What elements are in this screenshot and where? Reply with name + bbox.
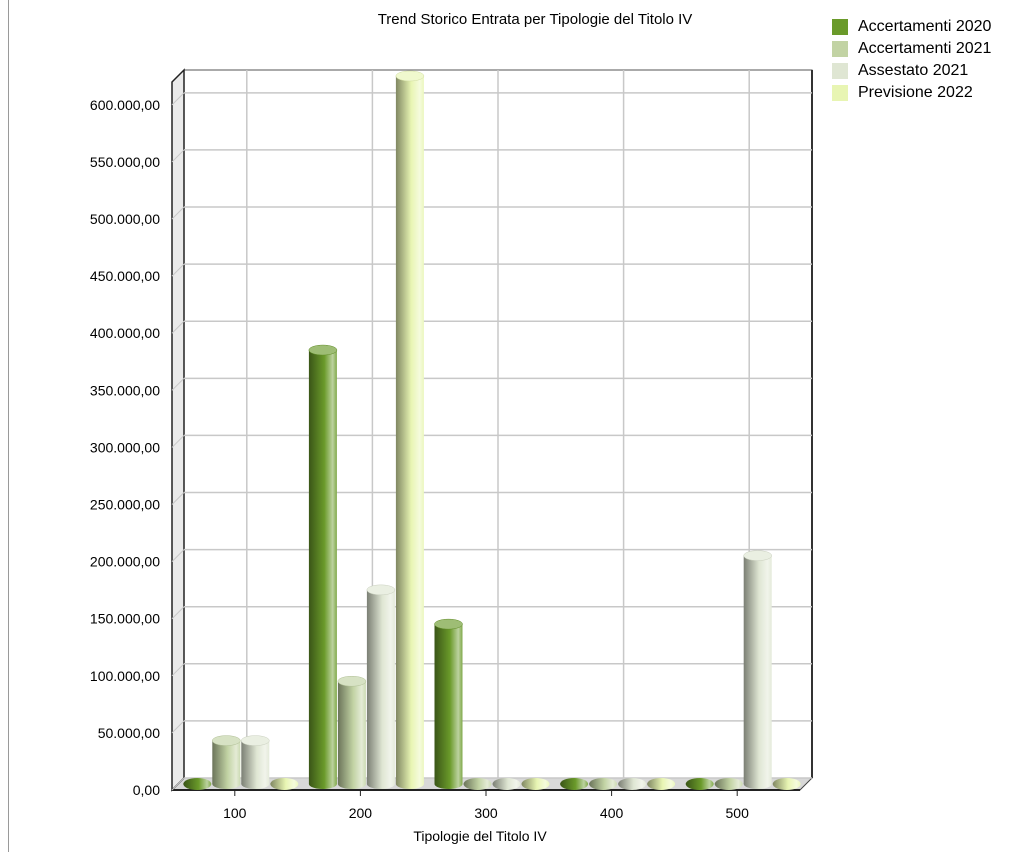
legend-item: Accertamenti 2020 [832,16,991,38]
x-tick-label: 500 [726,805,750,821]
bar [270,778,299,790]
y-tick-label: 450.000,00 [90,268,160,284]
bar [647,778,676,790]
y-tick-label: 400.000,00 [90,325,160,341]
bar [212,735,241,789]
bar [463,778,492,790]
bar [395,70,425,789]
bar [308,344,338,789]
y-tick-label: 0,00 [133,782,160,798]
legend-swatch [832,85,848,101]
bar [772,778,801,790]
x-tick-label: 200 [349,805,373,821]
plot-area [170,68,814,792]
x-axis-label: Tipologie del Titolo IV [413,828,547,844]
legend-label: Accertamenti 2021 [858,40,992,57]
y-tick-label: 100.000,00 [90,668,160,684]
bar [241,735,270,789]
bar [714,778,743,790]
legend-label: Assestato 2021 [858,62,969,79]
legend-item: Previsione 2022 [832,82,991,104]
y-tick-label: 300.000,00 [90,439,160,455]
legend-swatch [832,19,848,35]
legend: Accertamenti 2020 Accertamenti 2021 Assest… [832,16,991,104]
y-tick-label: 350.000,00 [90,382,160,398]
bar [521,778,550,790]
bar [366,584,396,789]
bar [183,778,212,790]
bar [685,778,714,790]
x-tick-label: 100 [223,805,247,821]
y-tick-label: 600.000,00 [90,97,160,113]
bar [618,778,647,790]
y-tick-label: 550.000,00 [90,154,160,170]
y-tick-label: 50.000,00 [98,725,160,741]
y-axis: 0,00 50.000,00 100.000,00 150.000,00 200.000… [90,97,160,798]
x-tick-label: 400 [600,805,624,821]
legend-label: Accertamenti 2020 [858,18,992,35]
gridlines [171,70,812,791]
x-axis: 100 200 300 400 500 [223,790,749,821]
x-tick-label: 300 [474,805,498,821]
legend-swatch [832,41,848,57]
y-tick-label: 500.000,00 [90,211,160,227]
y-tick-label: 150.000,00 [90,611,160,627]
bars [183,70,801,790]
bar [589,778,618,790]
y-tick-label: 200.000,00 [90,554,160,570]
bar [434,618,463,789]
bar [743,550,772,789]
bar [337,675,367,789]
legend-label: Previsione 2022 [858,84,973,101]
y-tick-label: 250.000,00 [90,497,160,513]
bar [492,778,521,790]
legend-item: Accertamenti 2021 [832,38,991,60]
legend-swatch [832,63,848,79]
bar [560,778,589,790]
chart-title: Trend Storico Entrata per Tipologie del … [378,11,693,28]
legend-item: Assestato 2021 [832,60,991,82]
frame-border [8,0,9,852]
